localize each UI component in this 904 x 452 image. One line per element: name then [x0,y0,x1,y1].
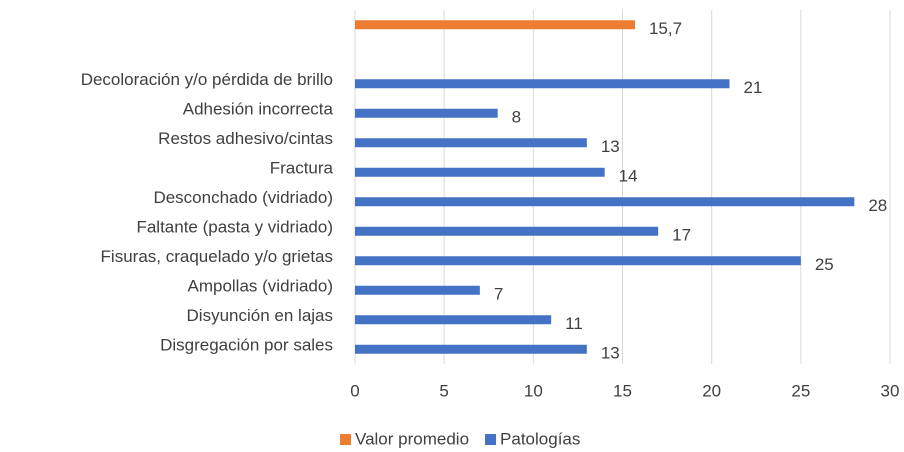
x-tick-label: 20 [702,381,721,400]
bar [355,20,635,30]
bar [355,315,552,325]
bar [355,197,855,207]
value-label: 13 [601,137,620,156]
legend-label: Patologías [500,429,580,448]
x-tick-label: 10 [524,381,543,400]
value-label: 21 [744,78,763,97]
y-tick-label: Ampollas (vidriado) [188,277,334,296]
value-label: 15,7 [649,19,682,38]
bar [355,285,480,295]
y-tick-label: Disyunción en lajas [187,306,333,325]
y-tick-label: Adhesión incorrecta [183,100,334,119]
legend-label: Valor promedio [355,429,469,448]
y-tick-label: Fractura [270,159,334,178]
bar [355,226,659,236]
y-tick-label: Disgregación por sales [160,336,333,355]
bar [355,167,605,177]
x-tick-label: 25 [791,381,810,400]
value-label: 25 [815,255,834,274]
y-tick-label: Fisuras, craquelado y/o grietas [101,247,333,266]
x-tick-label: 5 [439,381,448,400]
y-tick-label: Decoloración y/o pérdida de brillo [81,70,333,89]
bar [355,256,801,266]
bar [355,79,730,89]
value-label: 17 [672,226,691,245]
x-tick-label: 30 [881,381,900,400]
bar [355,344,587,354]
x-tick-label: 15 [613,381,632,400]
value-label: 28 [868,196,887,215]
value-label: 7 [494,285,503,304]
y-tick-label: Faltante (pasta y vidriado) [136,218,333,237]
bar [355,138,587,148]
y-tick-label: Restos adhesivo/cintas [158,129,333,148]
value-label: 8 [512,108,521,127]
y-tick-label: Desconchado (vidriado) [153,188,333,207]
value-label: 13 [601,344,620,363]
value-label: 14 [619,167,638,186]
bar [355,108,498,118]
x-tick-label: 0 [350,381,359,400]
value-label: 11 [565,314,583,333]
legend-swatch [485,434,497,445]
legend-swatch [340,434,351,445]
